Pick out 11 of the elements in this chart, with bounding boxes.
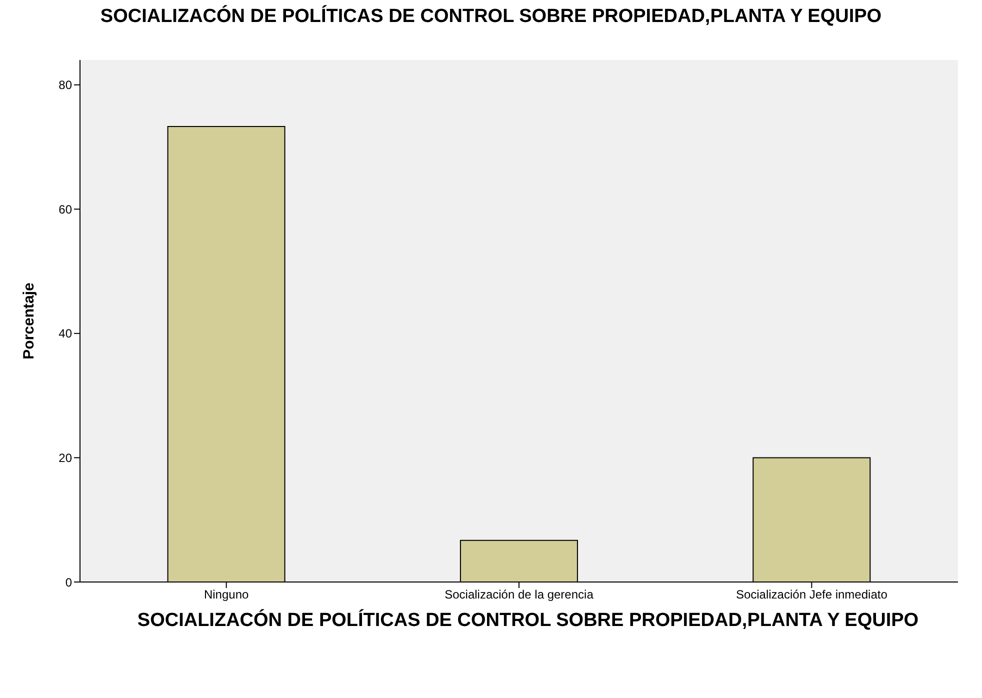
x-tick-label: Ninguno [204, 588, 250, 602]
y-tick-label: 60 [58, 202, 72, 216]
x-tick-label: Socialización de la gerencia [444, 588, 594, 602]
chart-title: SOCIALIZACÓN DE POLÍTICAS DE CONTROL SOBRE PROPIEDAD,PLANTA Y EQUIPO [99, 6, 883, 29]
y-tick-label: 80 [58, 78, 72, 92]
x-tick-label: Socialización Jefe inmediato [736, 588, 888, 602]
y-axis-title: Porcentaje [20, 282, 38, 360]
y-tick-label: 40 [58, 326, 72, 341]
y-tick-label: 20 [58, 450, 72, 465]
y-tick-label: 0 [65, 575, 72, 590]
x-axis-title: SOCIALIZACÓN DE POLÍTICAS DE CONTROL SOBRE PROPIEDAD,PLANTA Y EQUIPO [136, 610, 920, 631]
